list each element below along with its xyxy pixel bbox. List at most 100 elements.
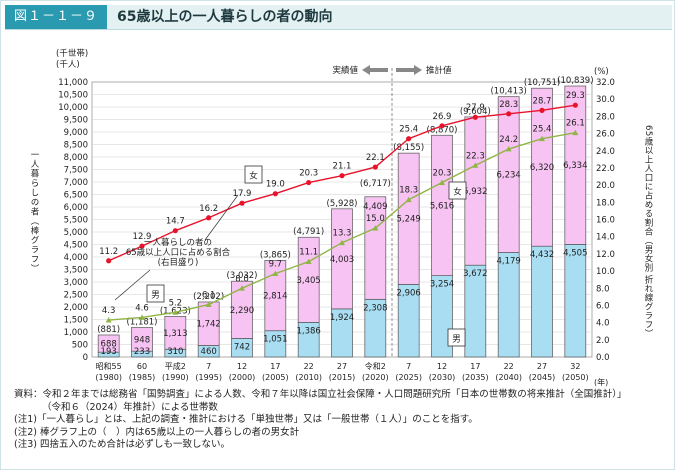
note-source-cont: （令和６（2024）年推計）による世帯数 — [42, 401, 218, 413]
bar-male-label: 4,505 — [563, 248, 587, 258]
y-right-tick-label: 22.0 — [596, 164, 615, 174]
bar-total-label: (9,604) — [460, 107, 491, 117]
bar-female-label: 6,334 — [563, 161, 587, 171]
point-male — [139, 314, 145, 320]
figure-number: 図１－１－９ — [5, 5, 107, 29]
point-male — [105, 317, 112, 323]
x-tick-era: 22 — [504, 362, 514, 371]
y-right-tick-label: 8.0 — [596, 284, 610, 294]
y-right-title: 65歳以上人口に占める割合（男女別 折れ線グラフ） — [643, 125, 653, 338]
bar-total-label: (10,413) — [490, 87, 526, 97]
bar-male-label: 2,906 — [396, 288, 420, 298]
bar-total-label: (8,155) — [393, 143, 424, 153]
line-female-label: 26.9 — [433, 112, 452, 122]
x-tick-year: (2050) — [562, 373, 589, 382]
x-tick-era: 22 — [304, 362, 314, 371]
bar-male — [497, 252, 520, 358]
x-tick-year: (2020) — [362, 373, 389, 382]
x-tick-era: 昭和55 — [96, 362, 122, 371]
line-female-label: 29.3 — [566, 91, 585, 101]
bar-female-label: 3,405 — [296, 276, 320, 286]
split-left-text: 実績値 — [332, 65, 358, 76]
annotation-line-1: 一人暮らしの者の — [144, 237, 212, 248]
x-tick-year: (2005) — [262, 373, 289, 382]
bar-female — [531, 87, 553, 247]
bar-male-label: 1,924 — [330, 313, 354, 323]
bar-male-label: 460 — [201, 347, 217, 357]
point-female — [172, 228, 178, 234]
y-right-tick-label: 2.0 — [596, 336, 610, 346]
bar-total-label: (10,839) — [557, 76, 593, 86]
y-left-tick-label: 2,500 — [64, 291, 88, 301]
bar-total-label: (1,181) — [127, 317, 158, 327]
y-left-tick-label: 5,000 — [64, 228, 88, 238]
line-female-label: 16.2 — [199, 204, 218, 214]
bar-male-label: 4,432 — [530, 250, 554, 260]
y-left-tick-label: 0 — [83, 353, 88, 363]
annotation-pointer-male — [114, 269, 151, 301]
bar-female — [331, 208, 353, 310]
x-tick-era: 平成2 — [165, 361, 186, 371]
bar-female-label: 2,290 — [230, 306, 254, 316]
line-female-label: 21.1 — [333, 162, 352, 172]
bar-total-label: (2,202) — [193, 292, 224, 302]
line-male-label: 11.1 — [299, 248, 318, 258]
bar-total-label: (881) — [97, 325, 120, 335]
figure-title: 65歳以上の一人暮らしの者の動向 — [117, 9, 333, 25]
y-right-tick-label: 16.0 — [596, 216, 615, 226]
line-female-label: 22.1 — [366, 153, 385, 163]
line-female-label: 17.9 — [233, 189, 252, 199]
line-female-label: 14.7 — [166, 217, 185, 227]
bar-male-label: 3,254 — [430, 280, 454, 290]
bar-female — [564, 85, 587, 245]
y-right-tick-label: 18.0 — [596, 198, 615, 208]
x-tick-year: (2010) — [295, 373, 322, 382]
legend-female-bar: 女 — [453, 187, 462, 198]
x-tick-era: 17 — [270, 362, 280, 371]
line-male-label: 9.7 — [269, 260, 283, 270]
y-left-tick-label: 8,000 — [64, 153, 88, 163]
x-tick-era: 7 — [406, 362, 411, 371]
annotation-pointer-female — [204, 194, 239, 241]
bar-female-label: 688 — [101, 340, 117, 350]
x-tick-year: (2015) — [329, 373, 356, 382]
point-female — [339, 173, 345, 179]
point-female — [439, 123, 445, 129]
line-male-label: 26.1 — [566, 119, 585, 129]
line-male-label: 20.3 — [433, 169, 452, 179]
line-female-label: 19.0 — [266, 180, 285, 190]
x-tick-year: (2025) — [395, 373, 422, 382]
x-tick-year: (2040) — [495, 373, 522, 382]
bar-male-label: 3,672 — [463, 269, 487, 279]
point-male — [539, 135, 545, 142]
split-right-arrow — [396, 65, 422, 75]
bar-total-label: (8,870) — [427, 125, 458, 135]
y-left-tick-label: 4,000 — [64, 253, 88, 263]
bar-total-label: (6,717) — [360, 179, 391, 189]
y-left-tick-label: 4,500 — [64, 241, 88, 251]
bar-female-label: 2,814 — [263, 292, 287, 302]
x-tick-year: (2045) — [529, 373, 556, 382]
point-female — [239, 200, 245, 206]
bar-male-label: 4,179 — [496, 257, 520, 267]
point-male — [339, 239, 345, 246]
point-female — [206, 215, 212, 221]
bar-female — [131, 327, 153, 352]
x-tick-era: 17 — [470, 362, 480, 371]
x-tick-year: (2030) — [429, 373, 456, 382]
y-left-tick-label: 6,500 — [64, 191, 88, 201]
y-right-tick-label: 32.0 — [596, 78, 615, 88]
point-male — [205, 301, 212, 307]
x-tick-era: 32 — [570, 362, 580, 371]
point-male — [272, 270, 279, 277]
legend-female-line: 女 — [249, 171, 258, 182]
bar-female-label: 6,320 — [530, 163, 554, 173]
point-female — [572, 102, 578, 108]
y-left-tick-label: 1,500 — [64, 316, 88, 326]
bar-female-label: 6,234 — [496, 171, 520, 181]
point-male — [505, 146, 512, 152]
y-right-tick-label: 10.0 — [596, 267, 615, 277]
y-left-tick-label: 10,500 — [58, 91, 88, 101]
y-left-tick-label: 8,500 — [64, 141, 88, 151]
y-right-tick-label: 14.0 — [596, 233, 615, 243]
